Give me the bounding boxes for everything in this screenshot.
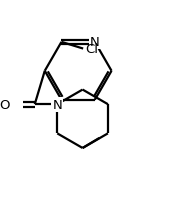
Text: N: N — [52, 98, 62, 111]
Text: O: O — [0, 98, 10, 111]
Text: N: N — [90, 36, 100, 49]
Text: Cl: Cl — [85, 43, 98, 56]
